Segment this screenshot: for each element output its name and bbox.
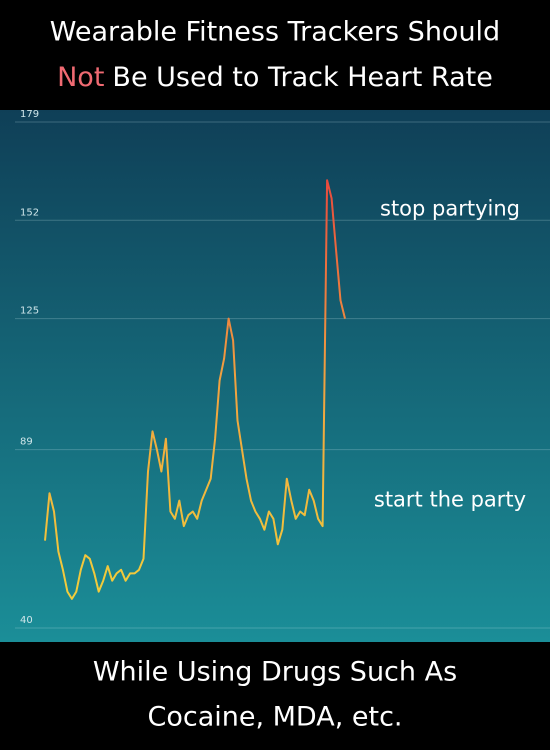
footer-line-1: While Using Drugs Such As [93, 657, 457, 688]
title-line-2: Not Be Used to Track Heart Rate [57, 62, 493, 93]
annotation: start the party [374, 488, 526, 512]
title-rest: Be Used to Track Heart Rate [112, 62, 492, 93]
y-tick-label: 40 [20, 615, 33, 626]
y-tick-label: 125 [20, 306, 39, 317]
footer-line-2: Cocaine, MDA, etc. [147, 702, 402, 733]
y-tick-label: 152 [20, 207, 39, 218]
y-tick-label: 179 [20, 109, 39, 120]
y-tick-label: 89 [20, 437, 33, 448]
title-line-1: Wearable Fitness Trackers Should [50, 17, 500, 48]
heart-rate-line [44, 179, 346, 600]
chart-background [0, 110, 550, 642]
plot: 40 89 125 152 179 stop partying start the part… [15, 109, 550, 629]
title-highlight: Not [57, 62, 104, 93]
annotation: stop partying [380, 196, 520, 220]
